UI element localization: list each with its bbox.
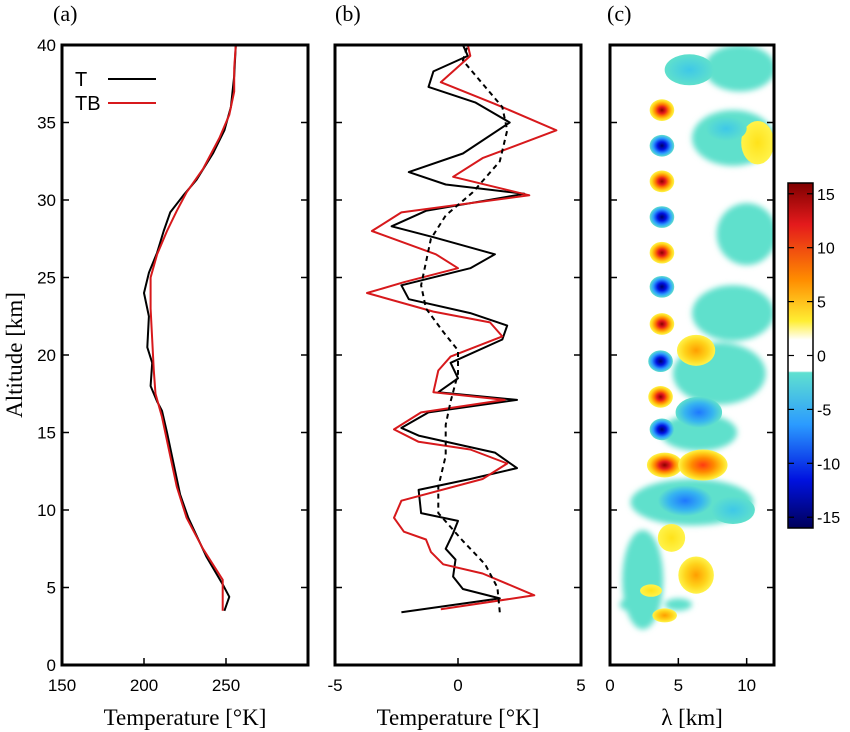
x-tick-label: 5	[674, 676, 683, 695]
heatmap-blob	[649, 313, 675, 335]
heatmap-blob	[664, 54, 714, 86]
heatmap-blob	[648, 350, 673, 373]
panel-b-series	[366, 44, 558, 614]
y-tick-label: 35	[37, 114, 56, 133]
panel-c-teal-regions	[619, 45, 774, 630]
panel-a-frame	[60, 43, 310, 667]
panel-c-xlabel: λ [km]	[661, 705, 723, 730]
heatmap-blob	[648, 386, 673, 408]
heatmap-blob	[657, 485, 713, 517]
x-tick-label: 0	[453, 676, 462, 695]
heatmap-blob	[657, 523, 686, 552]
panel-b-ticks: -5 0 5	[327, 44, 586, 695]
panel-a-xlabel: Temperature [°K]	[104, 705, 267, 730]
panel-c-frame	[608, 43, 776, 667]
series-line-red	[366, 44, 558, 611]
heatmap-blob	[649, 170, 675, 193]
legend: T TB	[75, 69, 156, 115]
heatmap-blob	[649, 99, 675, 121]
colorbar-tick-label: -15	[817, 510, 840, 527]
panel-a-series	[143, 44, 237, 612]
heatmap-blob	[675, 396, 723, 428]
heatmap-blob	[676, 334, 716, 366]
heatmap-blob	[649, 206, 675, 228]
panel-c: (c) 0 5 10 λ [km]	[605, 1, 776, 730]
heatmap-region	[692, 285, 774, 342]
y-tick-label: 15	[37, 424, 56, 443]
x-tick-label: 0	[605, 676, 614, 695]
x-tick-label: -5	[327, 676, 342, 695]
heatmap-region	[664, 598, 692, 611]
series-line-dashed	[420, 44, 509, 613]
heatmap-blob	[705, 116, 747, 142]
panel-a-ticks: 150 200 250 0 5 10 15 20 25 30 35 40	[37, 36, 308, 695]
heatmap-region	[619, 596, 656, 613]
y-tick-label: 0	[47, 656, 56, 675]
y-tick-label: 20	[37, 346, 56, 365]
colorbar-tick-label: -5	[817, 402, 831, 419]
heatmap-region	[716, 203, 774, 266]
heatmap-region	[704, 45, 774, 92]
series-line-TB	[149, 44, 237, 611]
panel-a-letter: (a)	[53, 1, 77, 26]
panel-a: (a) 150 200 250 0 5 10 15 20 25 30 35 40 T TB Tempe…	[2, 1, 310, 730]
heatmap-blob	[649, 275, 675, 298]
x-tick-label: 10	[737, 676, 756, 695]
y-tick-label: 5	[47, 579, 56, 598]
y-tick-label: 40	[37, 36, 56, 55]
y-tick-label: 10	[37, 501, 56, 520]
x-tick-label: 250	[212, 676, 240, 695]
heatmap-blob	[711, 496, 755, 524]
heatmap-blob	[646, 452, 683, 478]
heatmap-blob	[649, 418, 675, 441]
panel-b-xlabel: Temperature [°K]	[377, 705, 540, 730]
x-tick-label: 200	[130, 676, 158, 695]
heatmap-blob	[649, 241, 675, 264]
colorbar-tick-label: 0	[817, 349, 826, 366]
y-axis-label: Altitude [km]	[2, 292, 27, 418]
heatmap-blob	[640, 584, 662, 597]
panel-c-letter: (c)	[607, 1, 631, 26]
panel-b: (b) -5 0 5 Temperature [°K]	[327, 1, 585, 730]
colorbar-tick-label: 5	[817, 295, 826, 312]
colorbar-ticks: 15 10 5 0 -5 -10 -15	[788, 187, 840, 527]
colorbar-tick-label: 15	[817, 187, 835, 204]
heatmap-region	[660, 413, 738, 452]
series-line-black	[390, 44, 526, 614]
x-tick-label: 5	[576, 676, 585, 695]
legend-label-tb: TB	[75, 93, 101, 115]
colorbar: 15 10 5 0 -5 -10 -15	[787, 182, 840, 529]
heatmap-blob	[649, 134, 675, 157]
x-tick-label: 150	[48, 676, 76, 695]
colorbar-tick-label: -10	[817, 456, 840, 473]
panel-b-frame	[333, 43, 583, 667]
colorbar-tick-label: 10	[817, 241, 835, 258]
heatmap-blob	[678, 449, 728, 481]
panel-b-letter: (b)	[335, 1, 361, 26]
heatmap-blob	[741, 120, 774, 165]
y-tick-label: 30	[37, 191, 56, 210]
panel-c-blobs	[640, 54, 774, 623]
heatmap-blob	[652, 608, 677, 623]
series-line-T	[143, 44, 237, 612]
heatmap-blob	[678, 556, 714, 594]
legend-label-t: T	[75, 69, 87, 91]
y-tick-label: 25	[37, 269, 56, 288]
